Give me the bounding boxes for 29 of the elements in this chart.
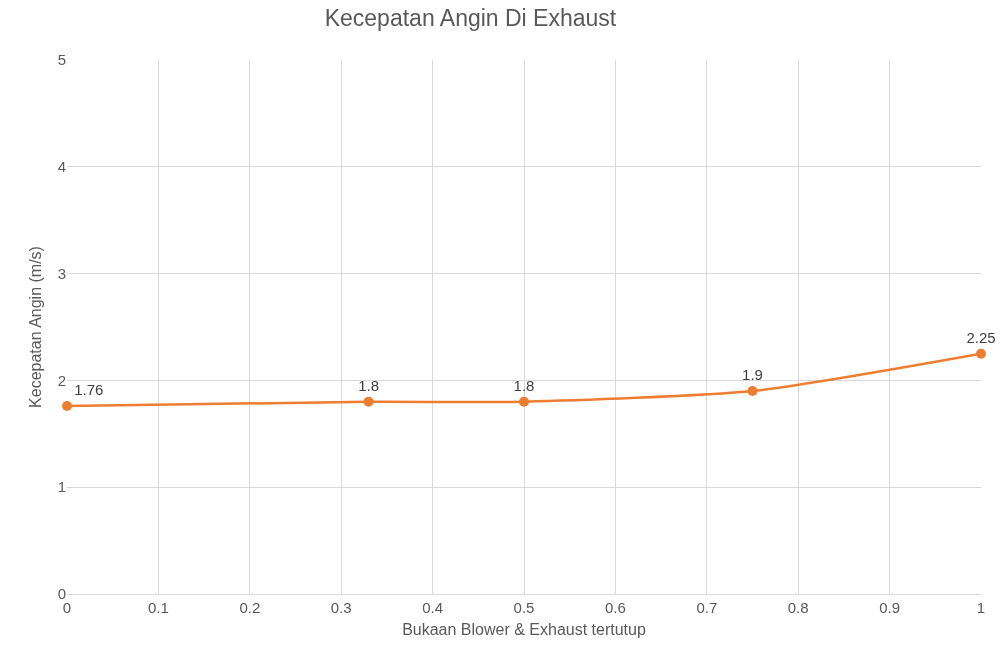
y-axis-title: Kecepatan Angin (m/s) xyxy=(26,246,44,408)
point xyxy=(976,348,986,359)
point xyxy=(747,386,758,397)
x-tick-label: 0.9 xyxy=(879,599,901,616)
y-tick-label: 4 xyxy=(57,158,66,176)
point xyxy=(363,396,374,407)
y-tick-label: 5 xyxy=(57,51,66,69)
x-tick-label: 0.1 xyxy=(147,599,169,616)
x-tick-label: 0.4 xyxy=(422,599,444,616)
x-tick-label: 0.5 xyxy=(513,599,535,616)
x-axis-title: Bukaan Blower & Exhaust tertutup xyxy=(402,620,646,638)
x-tick-label: 0.6 xyxy=(604,599,626,616)
y-tick-label: 1 xyxy=(57,478,66,496)
x-tick-label: 0.2 xyxy=(239,599,261,616)
y-tick-label: 3 xyxy=(57,264,66,282)
chart-title: Kecepatan Angin Di Exhaust xyxy=(324,5,617,32)
y-tick-label: 0 xyxy=(57,585,66,603)
data-label: 1.9 xyxy=(742,366,763,384)
x-tick-label: 0.8 xyxy=(787,599,809,616)
y-tick-label: 2 xyxy=(57,371,66,389)
data-label: 1.8 xyxy=(358,376,380,394)
data-label: 1.8 xyxy=(513,376,535,394)
data-label: 1.76 xyxy=(74,381,104,399)
point xyxy=(519,396,529,407)
x-tick-label: 0.3 xyxy=(330,599,352,616)
x-tick-label: 1 xyxy=(976,599,986,616)
point xyxy=(62,401,72,412)
data-label: 2.25 xyxy=(966,328,996,346)
x-tick-label: 0.7 xyxy=(696,599,718,616)
